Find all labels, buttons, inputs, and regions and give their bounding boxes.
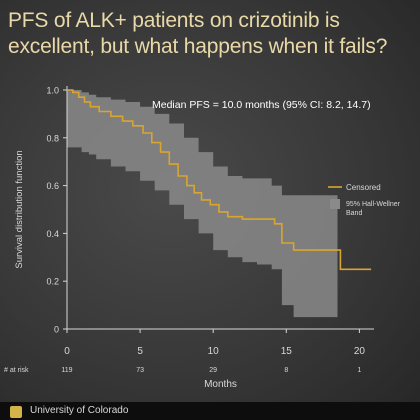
x-tick-label: 5 [137,346,143,357]
x-tick-label: 0 [64,346,70,357]
axes-layer [63,86,374,333]
slide-title: PFS of ALK+ patients on crizotinib is ex… [8,9,388,58]
hall-wellner-band [67,90,338,318]
km-chart: 0 0.2 0.4 0.6 0.8 1.0 0 5 10 15 20 Survival distrib… [4,86,401,391]
legend-band-swatch [330,199,340,209]
km-line-layer [67,89,372,271]
at-risk-label: # at risk [4,367,29,374]
footer-bar [0,402,420,420]
y-tick-label: 0 [54,325,59,335]
at-risk-value: 119 [61,367,72,374]
y-tick-label: 0.2 [46,277,59,287]
at-risk-value: 8 [284,367,288,374]
legend-censored-label: Censored [346,183,381,192]
km-survival-line [67,89,372,271]
x-tick-label: 15 [281,346,293,357]
y-axis-label: Survival distribution function [14,150,25,268]
university-name: University of Colorado [30,405,129,416]
labels-layer: 0 0.2 0.4 0.6 0.8 1.0 0 5 10 15 20 Survival distrib… [4,86,401,391]
y-tick-label: 0.8 [46,133,59,143]
at-risk-value: 73 [136,367,144,374]
legend-band-label: 95% Hall-Wellner Band [346,201,401,217]
confidence-band-layer [67,90,338,318]
x-tick-label: 10 [208,346,220,357]
y-tick-label: 0.4 [46,229,59,239]
median-pfs-annotation: Median PFS = 10.0 months (95% CI: 8.2, 1… [152,99,371,111]
university-logo-icon [10,406,22,418]
y-tick-label: 1.0 [46,86,59,96]
x-axis-label: Months [204,379,237,390]
x-tick-label: 20 [354,346,366,357]
at-risk-value: 1 [357,367,361,374]
y-tick-label: 0.6 [46,181,59,191]
at-risk-value: 29 [209,367,217,374]
